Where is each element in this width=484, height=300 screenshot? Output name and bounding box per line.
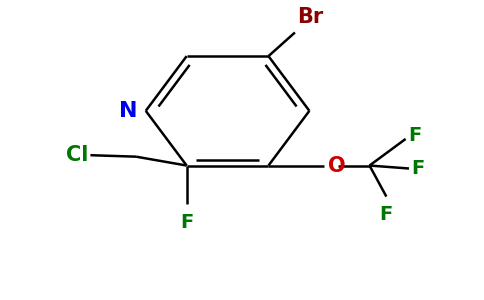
Text: N: N — [119, 101, 137, 121]
Text: O: O — [328, 155, 345, 176]
Text: F: F — [408, 127, 421, 146]
Text: F: F — [380, 206, 393, 224]
Text: F: F — [180, 213, 193, 232]
Text: Br: Br — [297, 7, 324, 27]
Text: Cl: Cl — [66, 145, 88, 165]
Text: F: F — [411, 159, 424, 178]
